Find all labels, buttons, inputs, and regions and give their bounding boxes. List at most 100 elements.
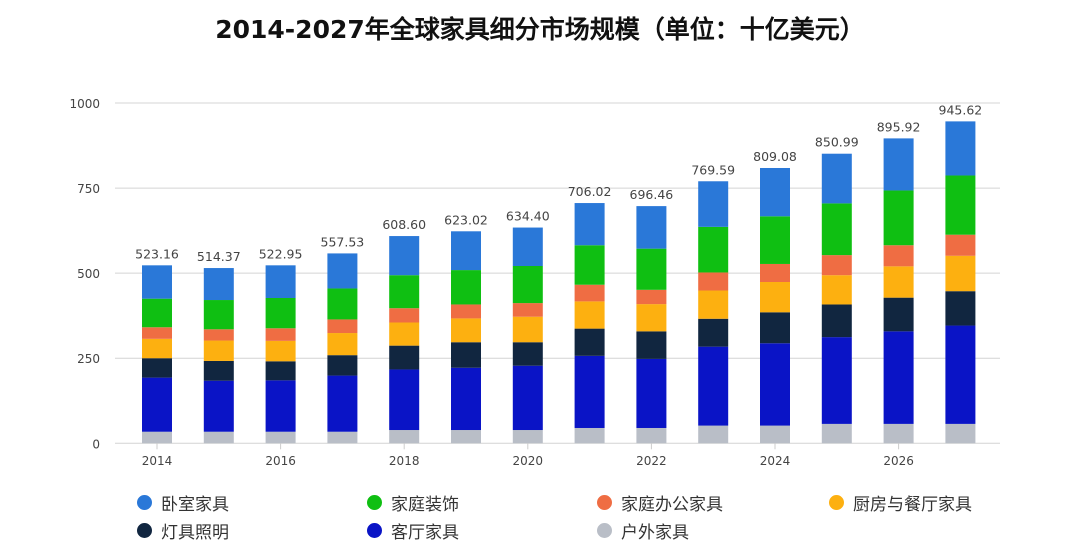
- bar-segment-2021-3: [574, 301, 605, 329]
- bar-segment-2026-5: [883, 190, 914, 246]
- bar-segment-2016-3: [265, 340, 296, 362]
- bar-segment-2015-5: [203, 300, 234, 330]
- bar-segment-2014-2: [142, 358, 172, 378]
- bar-segment-2026-0: [883, 423, 914, 444]
- bar-segment-2016-2: [265, 361, 296, 381]
- bar-segment-2017-2: [327, 355, 358, 376]
- bar-segment-2027-4: [945, 234, 976, 256]
- x-tick-label: 2018: [389, 454, 420, 468]
- bar-segment-2026-2: [883, 297, 914, 332]
- x-tick-label: 2014: [142, 454, 173, 468]
- bar-segment-2019-6: [451, 231, 481, 271]
- x-tick-label: 2024: [760, 454, 791, 468]
- bar-segment-2021-1: [574, 355, 605, 428]
- bar-segment-2025-3: [821, 275, 852, 305]
- bar-segment-2015-4: [203, 329, 234, 341]
- bar-segment-2020-2: [512, 342, 543, 366]
- data-label: 945.62: [939, 102, 983, 117]
- bar-segment-2023-5: [698, 226, 729, 273]
- bar-segment-2024-3: [760, 281, 790, 313]
- legend-item: 家庭办公家具: [597, 490, 723, 515]
- legend-label: 家庭装饰: [391, 495, 459, 515]
- legend-swatch: [829, 495, 844, 510]
- legend-label: 家庭办公家具: [621, 495, 723, 515]
- x-tick-label: 2016: [265, 454, 296, 468]
- bar-segment-2015-6: [203, 268, 234, 301]
- legend-swatch: [137, 523, 152, 538]
- bar-segment-2018-0: [389, 430, 420, 444]
- data-label: 769.59: [691, 162, 735, 177]
- bar-segment-2014-3: [142, 338, 172, 359]
- legend-item: 灯具照明: [137, 518, 229, 543]
- bar-segment-2017-1: [327, 375, 358, 432]
- legend-label: 灯具照明: [161, 523, 229, 543]
- bar-segment-2024-6: [760, 167, 790, 217]
- legend-label: 厨房与餐厅家具: [853, 495, 972, 515]
- bar-segment-2018-5: [389, 275, 420, 309]
- bar-segment-2022-1: [636, 358, 667, 428]
- bar-segment-2022-3: [636, 304, 667, 332]
- bar-segment-2021-4: [574, 284, 605, 302]
- bar-segment-2019-0: [451, 430, 481, 444]
- x-tick-label: 2022: [636, 454, 667, 468]
- legend-swatch: [367, 523, 382, 538]
- bar-segment-2022-5: [636, 248, 667, 290]
- bar-segment-2027-0: [945, 423, 976, 444]
- bar-segment-2017-5: [327, 288, 358, 320]
- legend-item: 厨房与餐厅家具: [829, 490, 972, 515]
- bar-segment-2027-5: [945, 175, 976, 235]
- bar-segment-2025-1: [821, 337, 852, 424]
- bar-segment-2024-0: [760, 425, 790, 444]
- bar-segment-2019-1: [451, 367, 481, 431]
- bar-segment-2019-3: [451, 318, 481, 343]
- bar-segment-2024-1: [760, 343, 790, 426]
- bar-segment-2023-1: [698, 346, 729, 426]
- bar-segment-2027-3: [945, 255, 976, 292]
- legend-item: 家庭装饰: [367, 490, 459, 515]
- legend-swatch: [597, 495, 612, 510]
- bar-segment-2020-5: [512, 266, 543, 304]
- bar-segment-2020-1: [512, 365, 543, 431]
- legend-swatch: [367, 495, 382, 510]
- y-tick-label: 0: [92, 437, 100, 451]
- legend-swatch: [137, 495, 152, 510]
- bar-segment-2019-5: [451, 270, 481, 305]
- bar-segment-2026-4: [883, 245, 914, 267]
- bar-segment-2020-3: [512, 316, 543, 343]
- bar-segment-2015-3: [203, 340, 234, 361]
- bar-segment-2020-4: [512, 303, 543, 317]
- bar-segment-2018-1: [389, 369, 420, 431]
- bar-segment-2016-4: [265, 328, 296, 341]
- bar-segment-2016-1: [265, 380, 296, 432]
- bar-segment-2026-1: [883, 331, 914, 424]
- bar-segment-2019-4: [451, 304, 481, 319]
- x-tick-label: 2026: [883, 454, 914, 468]
- bar-segment-2014-6: [142, 265, 172, 299]
- bar-segment-2022-0: [636, 427, 667, 444]
- data-label: 696.46: [630, 187, 674, 202]
- bar-segment-2027-2: [945, 291, 976, 326]
- bar-segment-2025-2: [821, 304, 852, 338]
- bar-segment-2022-4: [636, 289, 667, 305]
- bar-segment-2021-0: [574, 427, 605, 444]
- data-label: 623.02: [444, 212, 488, 227]
- x-tick-label: 2020: [513, 454, 544, 468]
- legend-item: 户外家具: [597, 518, 689, 543]
- legend-swatch: [597, 523, 612, 538]
- bar-segment-2019-2: [451, 342, 481, 368]
- bar-segment-2023-2: [698, 318, 729, 347]
- bar-segment-2024-2: [760, 312, 790, 344]
- bar-segment-2017-0: [327, 431, 358, 444]
- bar-segment-2015-1: [203, 380, 234, 432]
- data-label: 523.16: [135, 246, 179, 261]
- data-label: 557.53: [321, 234, 365, 249]
- bar-segment-2016-6: [265, 265, 296, 298]
- bar-segment-2026-3: [883, 266, 914, 298]
- bar-segment-2023-6: [698, 181, 729, 227]
- y-tick-label: 500: [77, 267, 100, 281]
- chart-title: 2014-2027年全球家具细分市场规模（单位：十亿美元）: [215, 15, 865, 44]
- bar-segment-2014-0: [142, 431, 172, 444]
- data-label: 706.02: [568, 184, 612, 199]
- bar-segment-2027-6: [945, 121, 976, 176]
